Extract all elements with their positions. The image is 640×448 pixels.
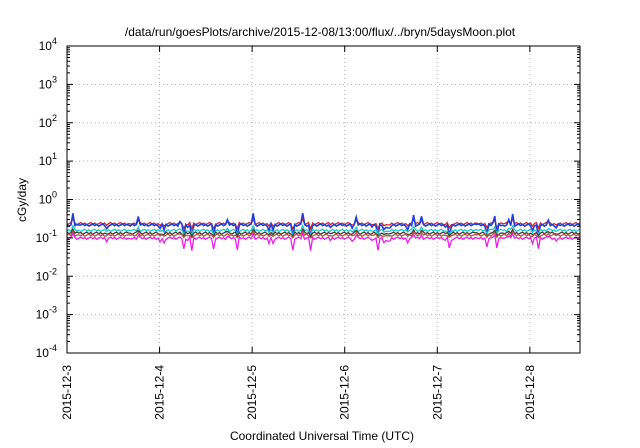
x-tick-label: 2015-12-8: [523, 365, 537, 420]
y-tick-label: 10-4: [36, 343, 57, 360]
chart-title: /data/run/goesPlots/archive/2015-12-08/1…: [125, 25, 516, 39]
y-tick-label: 10-1: [36, 228, 57, 245]
x-tick-label: 2015-12-3: [60, 365, 74, 420]
y-tick-label: 101: [39, 151, 57, 168]
series-line: [66, 231, 581, 251]
y-tick-label: 10-2: [36, 266, 57, 283]
x-tick-label: 2015-12-6: [338, 365, 352, 420]
x-tick-label: 2015-12-5: [245, 365, 259, 420]
series-line: [66, 216, 581, 231]
x-tick-label: 2015-12-4: [153, 365, 167, 420]
series-line: [66, 223, 581, 237]
y-tick-label: 10-3: [36, 305, 57, 322]
series-line: [66, 212, 581, 238]
y-axis: 10-4 10-3 10-2 10-1 100 101 102 103 104: [36, 36, 580, 360]
x-axis: 2015-12-3 2015-12-4 2015-12-5 2015-12-6 2015…: [60, 46, 537, 420]
y-tick-label: 100: [39, 190, 57, 207]
series-line: [66, 229, 581, 239]
y-tick-label: 103: [39, 74, 57, 91]
x-axis-label: Coordinated Universal Time (UTC): [230, 429, 414, 443]
grid: [67, 46, 580, 353]
y-tick-label: 102: [39, 113, 57, 130]
y-axis-label: cGy/day: [15, 178, 29, 222]
x-tick-label: 2015-12-7: [430, 365, 444, 420]
y-tick-label: 104: [39, 36, 57, 53]
series-group: [66, 212, 581, 251]
